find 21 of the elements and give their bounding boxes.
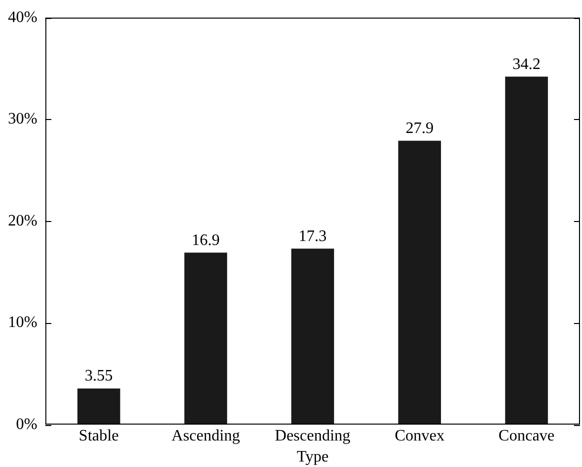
y-tick-label: 40% <box>8 8 38 26</box>
y-tick-label: 10% <box>8 314 38 332</box>
x-tick-label: Descending <box>274 427 350 444</box>
bar <box>398 140 441 425</box>
bar <box>184 252 228 425</box>
x-axis-title: Type <box>296 448 329 466</box>
data-label: 16.9 <box>192 232 220 249</box>
y-tick-label: 0% <box>16 416 38 433</box>
data-label: 17.3 <box>298 228 327 245</box>
data-label: 34.2 <box>512 56 541 73</box>
x-tick-label: Stable <box>78 427 119 444</box>
bar <box>291 248 334 425</box>
x-tick-label: Convex <box>394 427 444 444</box>
bar <box>505 76 548 425</box>
y-tick-label: 20% <box>8 212 38 230</box>
data-label: 27.9 <box>406 120 434 137</box>
x-tick-label: Concave <box>498 427 555 444</box>
bar <box>77 388 120 425</box>
data-label: 3.55 <box>84 368 113 385</box>
y-tick-label: 30% <box>8 110 38 128</box>
x-tick-label: Ascending <box>172 427 240 444</box>
